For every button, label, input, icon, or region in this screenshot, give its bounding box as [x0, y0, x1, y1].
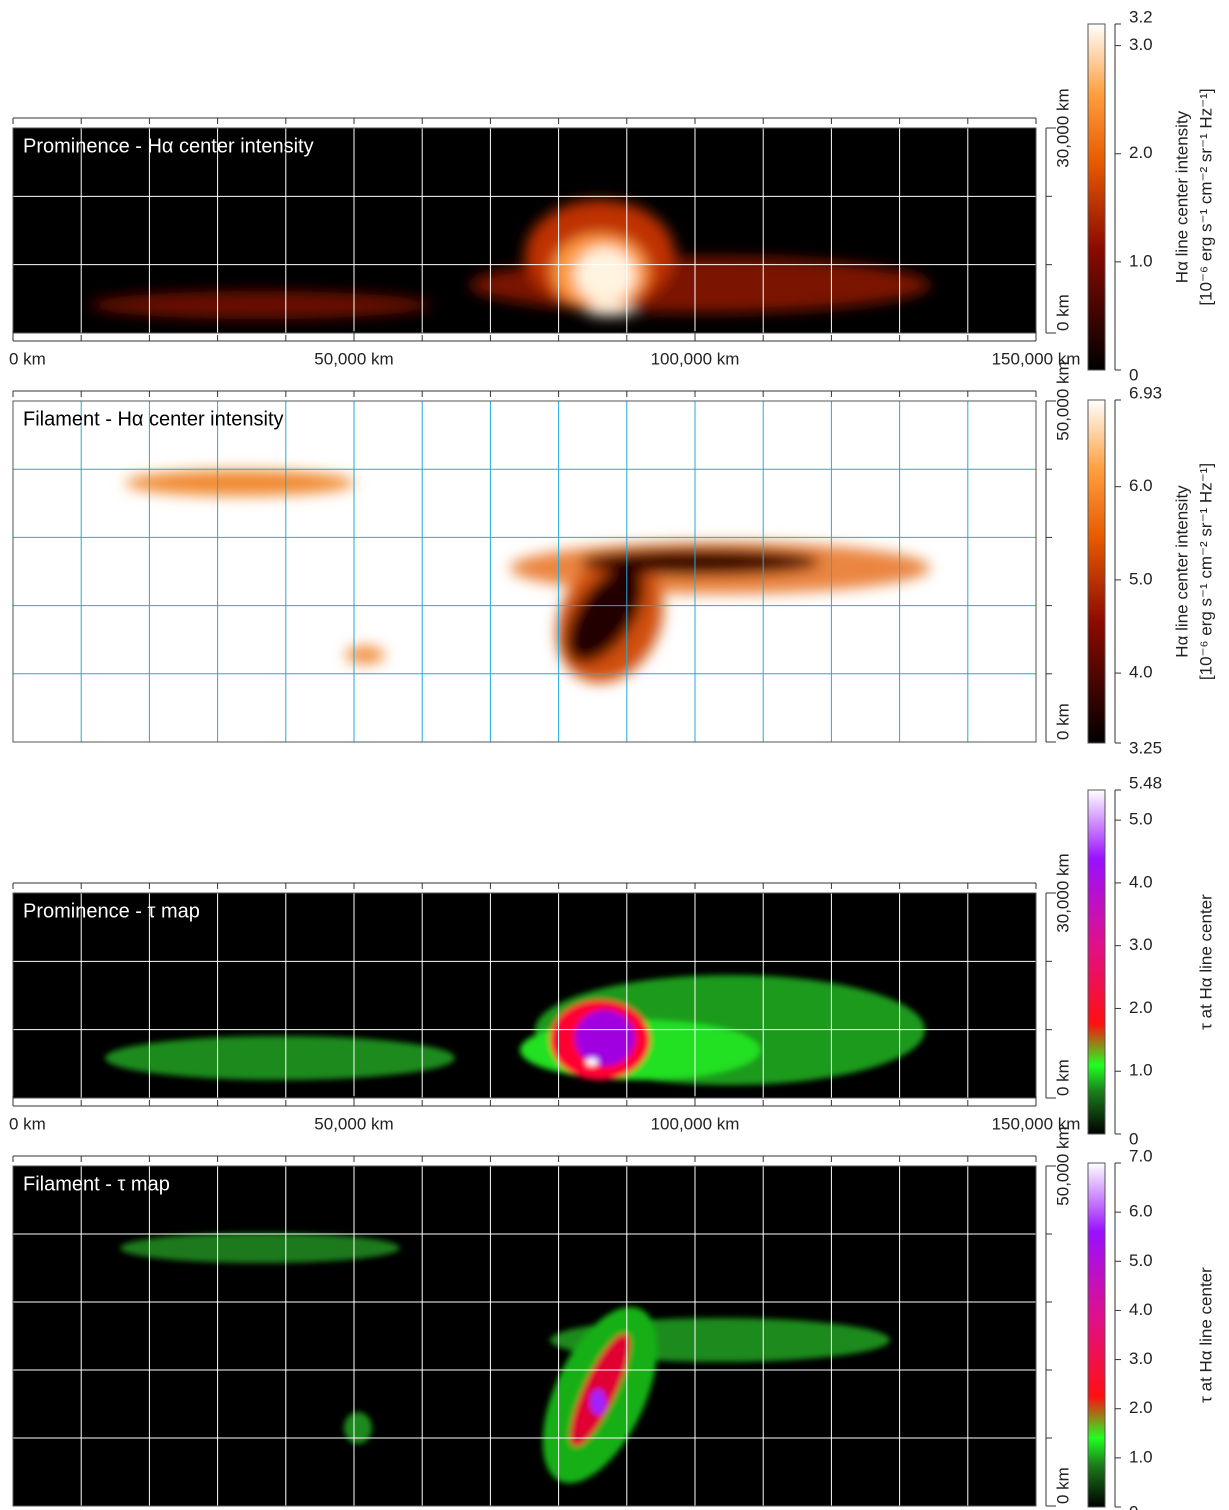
colorbar — [1088, 790, 1105, 1134]
x-tick-label: 50,000 km — [314, 1114, 393, 1133]
colorbar — [1088, 24, 1105, 370]
colorbar-label: [10⁻⁶ erg s⁻¹ cm⁻² sr⁻¹ Hz⁻¹] — [1196, 88, 1215, 305]
colorbar-tick-label: 4.0 — [1129, 872, 1153, 891]
colorbar-tick-label: 6.93 — [1129, 383, 1162, 402]
colorbar-tick-label: 1.0 — [1129, 1061, 1153, 1080]
y-tick-label: 30,000 km — [1053, 853, 1072, 932]
colorbar-tick-label: 2.0 — [1129, 998, 1153, 1017]
colorbar-tick-label: 2.0 — [1129, 1398, 1153, 1417]
colorbar-tick-label: 5.48 — [1129, 773, 1162, 792]
y-tick-label: 50,000 km — [1053, 361, 1072, 440]
colorbar-tick-label: 4.0 — [1129, 663, 1153, 682]
panel-title: Filament - τ map — [23, 1173, 170, 1195]
colorbar-tick-label: 0 — [1129, 1502, 1138, 1510]
colorbar-tick-label: 7.0 — [1129, 1146, 1153, 1165]
y-tick-label: 30,000 km — [1053, 88, 1072, 167]
colorbar-label: Hα line center intensity — [1172, 110, 1191, 283]
colorbar-tick-label: 5.0 — [1129, 1251, 1153, 1270]
colorbar-tick-label: 6.0 — [1129, 1202, 1153, 1221]
y-tick-label: 0 km — [1053, 294, 1072, 331]
colorbar-tick-label: 3.2 — [1129, 7, 1153, 26]
x-tick-label: 0 km — [9, 349, 46, 368]
panel-title: Prominence - Hα center intensity — [23, 135, 314, 157]
y-tick-label: 0 km — [1053, 703, 1072, 740]
x-tick-label: 100,000 km — [651, 349, 740, 368]
backgrounds — [13, 128, 1036, 1506]
colorbar-tick-label: 2.0 — [1129, 143, 1153, 162]
colorbar-label: τ at Hα line center — [1196, 1267, 1215, 1403]
colorbar-tick-label: 3.0 — [1129, 935, 1153, 954]
colorbar — [1088, 400, 1105, 743]
colorbar-tick-label: 1.0 — [1129, 1447, 1153, 1466]
y-tick-label: 0 km — [1053, 1467, 1072, 1504]
x-tick-label: 0 km — [9, 1114, 46, 1133]
x-tick-label: 50,000 km — [314, 349, 393, 368]
colorbar-tick-label: 4.0 — [1129, 1300, 1153, 1319]
colorbar-label: [10⁻⁶ erg s⁻¹ cm⁻² sr⁻¹ Hz⁻¹] — [1196, 463, 1215, 680]
page: Prominence - Hα center intensity 0 km 50,0… — [0, 0, 1229, 1510]
colorbar-tick-label: 1.0 — [1129, 251, 1153, 270]
colorbar-tick-label: 3.0 — [1129, 35, 1153, 54]
x-tick-label: 100,000 km — [651, 1114, 740, 1133]
y-tick-label: 0 km — [1053, 1059, 1072, 1096]
figure: Prominence - Hα center intensity 0 km 50,0… — [0, 0, 1229, 1510]
colorbar — [1088, 1163, 1105, 1507]
colorbar-tick-label: 5.0 — [1129, 810, 1153, 829]
colorbar-tick-label: 6.0 — [1129, 476, 1153, 495]
panel-title: Filament - Hα center intensity — [23, 408, 284, 430]
colorbar-label: Hα line center intensity — [1172, 485, 1191, 658]
y-tick-label: 50,000 km — [1053, 1126, 1072, 1205]
colorbar-tick-label: 3.0 — [1129, 1349, 1153, 1368]
colorbar-label: τ at Hα line center — [1196, 894, 1215, 1030]
colorbar-tick-label: 5.0 — [1129, 569, 1153, 588]
colorbar-tick-label: 0 — [1129, 365, 1138, 384]
colorbar-tick-label: 3.25 — [1129, 738, 1162, 757]
panel-title: Prominence - τ map — [23, 900, 200, 922]
